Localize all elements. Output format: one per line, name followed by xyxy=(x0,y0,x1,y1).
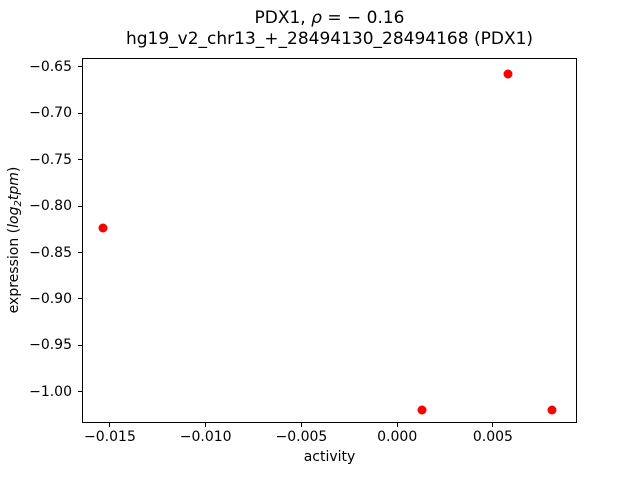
y-axis-tick xyxy=(78,298,82,300)
x-axis-tick-label: 0.005 xyxy=(472,429,513,445)
x-axis-tick xyxy=(300,423,302,427)
y-axis-tick xyxy=(78,391,82,393)
y-axis-tick-label: −0.70 xyxy=(29,105,72,122)
scatter-point xyxy=(417,405,427,415)
x-axis-tick xyxy=(109,423,111,427)
chart-title-line1: PDX1, ρ = − 0.16 xyxy=(82,8,577,29)
scatter-point xyxy=(503,69,513,79)
y-axis-tick xyxy=(78,205,82,207)
y-axis-tick-label: −1.00 xyxy=(29,383,72,400)
y-axis-tick-label: −0.95 xyxy=(29,337,72,354)
title-rho-value: = − 0.16 xyxy=(321,8,405,28)
scatter-point xyxy=(547,405,557,415)
x-axis-tick xyxy=(396,423,398,427)
y-axis-tick xyxy=(78,252,82,254)
x-axis-tick-label: 0.000 xyxy=(377,429,418,445)
y-axis-tick xyxy=(78,344,82,346)
y-axis-tick xyxy=(78,112,82,114)
y-axis-tick xyxy=(78,159,82,161)
title-rho-symbol: ρ xyxy=(311,8,322,28)
chart-title: PDX1, ρ = − 0.16 hg19_v2_chr13_+_2849413… xyxy=(82,8,577,50)
x-axis-tick xyxy=(492,423,494,427)
x-axis-tick-label: −0.010 xyxy=(179,429,232,445)
x-axis-tick-label: −0.005 xyxy=(275,429,328,445)
x-axis-tick xyxy=(205,423,207,427)
y-axis-tick-label: −0.85 xyxy=(29,244,72,261)
y-axis-tick-label: −0.75 xyxy=(29,151,72,168)
chart-title-line2: hg19_v2_chr13_+_28494130_28494168 (PDX1) xyxy=(125,29,534,49)
ylabel-tpm: tpm xyxy=(6,172,22,201)
x-axis-tick-label: −0.015 xyxy=(84,429,136,445)
y-axis-tick-label: −0.65 xyxy=(29,58,72,75)
y-axis-tick-label: −0.80 xyxy=(29,198,72,215)
y-axis-tick-label: −0.90 xyxy=(29,290,72,307)
y-axis-tick xyxy=(78,66,82,68)
title-gene-prefix: PDX1, xyxy=(254,8,312,28)
plot-area xyxy=(82,58,577,423)
scatter-point xyxy=(98,223,108,232)
x-axis-label: activity xyxy=(303,449,356,465)
